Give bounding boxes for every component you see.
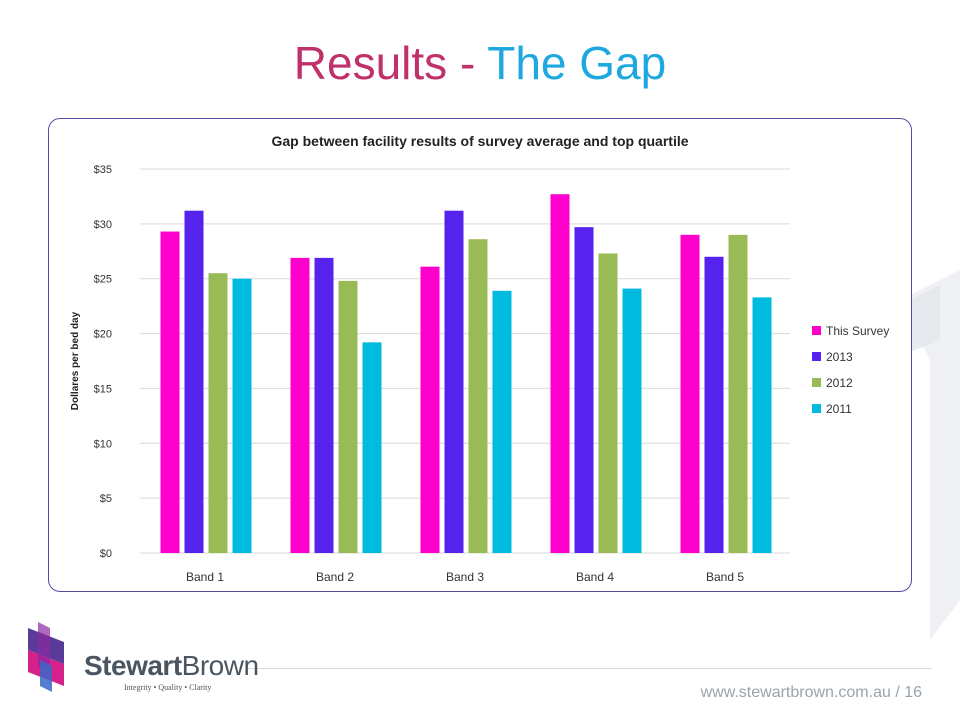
y-tick-label: $20 [94,329,112,341]
logo-name-part-2: Brown [181,650,259,681]
bar-2012 [598,253,618,554]
x-tick-label: Band 4 [576,570,614,584]
legend-swatch [812,326,821,335]
bar-2011 [622,288,642,553]
bar-2013 [184,210,204,553]
bar-this-survey [550,194,570,553]
bar-2011 [232,278,252,553]
x-tick-label: Band 3 [446,570,484,584]
bar-2012 [468,239,488,553]
slide-title: Results - The Gap [0,34,960,92]
legend-label: 2011 [826,402,852,416]
y-tick-label: $10 [94,438,112,450]
title-part-2: The Gap [487,37,667,89]
bar-2012 [208,273,228,553]
bar-this-survey [680,234,700,553]
legend-label: 2012 [826,376,853,390]
legend-label: 2013 [826,350,853,364]
bar-2012 [338,280,358,553]
bar-2011 [752,297,772,553]
logo-mark-icon [28,622,64,692]
bar-2013 [314,257,334,553]
x-tick-label: Band 2 [316,570,354,584]
y-axis-label: Dollares per bed day [70,311,81,410]
chart-title: Gap between facility results of survey a… [271,133,688,149]
bar-this-survey [420,266,440,553]
legend-label: This Survey [826,324,889,338]
bar-chart: Gap between facility results of survey a… [70,133,889,584]
bar-this-survey [160,231,180,553]
logo-wordmark: StewartBrown [84,650,259,682]
y-tick-label: $5 [100,493,112,505]
legend-swatch [812,352,821,361]
y-tick-label: $15 [94,383,112,395]
legend-swatch [812,378,821,387]
bar-2013 [704,256,724,553]
footer-divider [248,668,932,669]
bar-2013 [444,210,464,553]
bar-2011 [492,290,512,553]
title-part-1: Results - [293,37,488,89]
bar-2013 [574,227,594,554]
y-tick-label: $0 [100,548,112,560]
y-tick-label: $35 [94,164,112,176]
logo-name-part-1: Stewart [84,650,182,681]
logo-tagline: Integrity • Quality • Clarity [124,683,212,692]
footer-url: www.stewartbrown.com.au / 16 [700,684,922,701]
bar-2011 [362,342,382,553]
y-tick-label: $30 [94,219,112,231]
legend-swatch [812,404,821,413]
x-tick-label: Band 5 [706,570,744,584]
bar-this-survey [290,257,310,553]
x-tick-label: Band 1 [186,570,224,584]
stewartbrown-logo: StewartBrown Integrity • Quality • Clari… [24,620,259,700]
bar-2012 [728,234,748,553]
y-tick-label: $25 [94,274,112,286]
